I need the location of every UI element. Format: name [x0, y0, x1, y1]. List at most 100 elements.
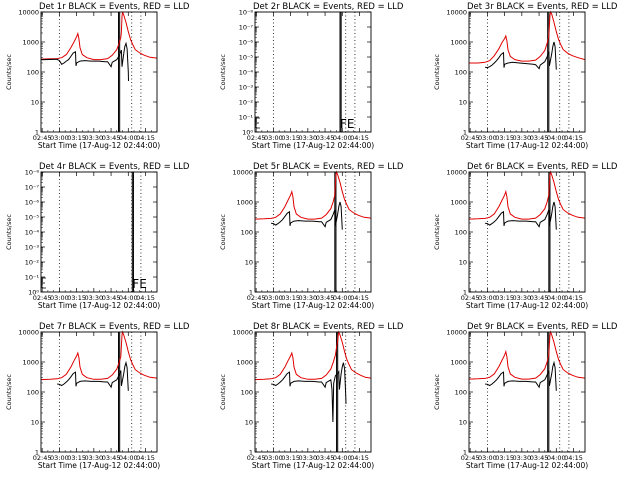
panel-7-xtick-label: 03:45 [102, 454, 121, 462]
panel-5-ytick-label: 1000 [236, 198, 253, 206]
panel-5-ytick-label: 100 [241, 228, 253, 236]
panel-5-ytick-label: 10000 [232, 168, 253, 176]
panel-9-series-black-events [485, 360, 557, 391]
panel-1-ytick-label: 100 [27, 68, 39, 76]
panel-5-xtick-label: 04:15 [350, 294, 369, 302]
panel-9: Det 9r BLACK = Events, RED = LLD Counts/s… [433, 322, 618, 470]
panel-3-xtick-label: 04:00 [547, 134, 566, 142]
panel-1-ytick-label: 10 [31, 98, 39, 106]
panel-2-xtick-label: 03:15 [281, 134, 300, 142]
panel-2-ytick-label: 10⁻⁵ [239, 53, 254, 61]
panel-6-ytick-label: 100 [455, 228, 467, 236]
panel-9-xtick-label: 03:15 [495, 454, 514, 462]
panel-5-xtick-label: 03:45 [316, 294, 335, 302]
panel-8-ytick-label: 1 [249, 448, 253, 456]
panel-6-ytick-label: 10000 [446, 168, 467, 176]
panel-7-series-red-lld [40, 330, 158, 381]
panel-4-ytick-label: 10⁻⁷ [25, 183, 40, 191]
panel-6-xtick-label: 03:30 [512, 294, 531, 302]
panel-6-xtick-label: 03:00 [478, 294, 497, 302]
panel-8-xtick-label: 02:45 [247, 454, 266, 462]
panel-3-ytick-label: 100 [455, 68, 467, 76]
panel-3-ytick-label: 10 [459, 98, 467, 106]
panel-9-ytick-label: 1000 [450, 358, 467, 366]
panel-2-ytick-label: 10⁻¹ [239, 113, 254, 121]
panel-7: Det 7r BLACK = Events, RED = LLD Counts/s… [5, 322, 190, 470]
panel-6-xlabel: Start Time (17-Aug-12 02:44:00) [466, 301, 588, 310]
panel-9-xtick-label: 02:45 [461, 454, 480, 462]
panel-4-ytick-label: 10⁻⁴ [25, 228, 40, 236]
panel-7-xtick-label: 04:15 [136, 454, 155, 462]
panel-3-ytick-label: 10000 [446, 8, 467, 16]
panel-4-ytick-label: 10⁻⁸ [25, 168, 40, 176]
panel-1-xtick-label: 04:15 [136, 134, 155, 142]
panel-3-ytick-label: 1 [463, 128, 467, 136]
panel-3-ytick-label: 1000 [450, 38, 467, 46]
panel-8-xtick-label: 03:45 [316, 454, 335, 462]
panel-7-title: Det 7r BLACK = Events, RED = LLD [39, 322, 190, 332]
panel-9-ytick-label: 10 [459, 418, 467, 426]
panel-1: Det 1r BLACK = Events, RED = LLD Counts/s… [5, 2, 190, 150]
panel-7-frame [40, 331, 158, 453]
panel-1-series-black-events [40, 41, 129, 82]
panel-4-xtick-label: 04:15 [136, 294, 155, 302]
panel-9-xtick-label: 04:15 [564, 454, 583, 462]
panel-7-xtick-label: 03:30 [84, 454, 103, 462]
panel-6-xtick-label: 03:15 [495, 294, 514, 302]
panel-7-ytick-label: 1000 [22, 358, 39, 366]
panel-1-xtick-label: 03:15 [67, 134, 86, 142]
panel-5-xtick-label: 03:30 [298, 294, 317, 302]
panel-2-ytick-label: 10⁻⁷ [239, 23, 254, 31]
panel-8-xtick-label: 03:15 [281, 454, 300, 462]
panel-3-xtick-label: 04:15 [564, 134, 583, 142]
panel-3-xtick-label: 03:45 [530, 134, 549, 142]
panel-6-ytick-label: 10 [459, 258, 467, 266]
panel-2-ytick-label: 10⁻⁸ [239, 8, 254, 16]
panel-4-xtick-label: 03:45 [102, 294, 121, 302]
panel-9-xtick-label: 03:30 [512, 454, 531, 462]
panel-1-xlabel: Start Time (17-Aug-12 02:44:00) [38, 141, 160, 150]
panel-2-xtick-label: 03:45 [316, 134, 335, 142]
panel-6: Det 6r BLACK = Events, RED = LLD Counts/s… [433, 162, 618, 310]
panel-5-frame [254, 171, 372, 293]
panel-5-ylabel: Counts/sec [219, 214, 227, 250]
panel-8-series-black-events [271, 362, 347, 423]
panel-6-xtick-label: 02:45 [461, 294, 480, 302]
panel-9-title: Det 9r BLACK = Events, RED = LLD [467, 322, 618, 332]
panel-6-ytick-label: 1000 [450, 198, 467, 206]
panel-1-title: Det 1r BLACK = Events, RED = LLD [39, 2, 190, 12]
panel-9-ytick-label: 100 [455, 388, 467, 396]
panel-1-xtick-label: 03:45 [102, 134, 121, 142]
panel-6-xtick-label: 03:45 [530, 294, 549, 302]
panel-9-frame [468, 331, 586, 453]
panel-8-title: Det 8r BLACK = Events, RED = LLD [253, 322, 404, 332]
panel-6-series-red-lld [468, 170, 586, 220]
panel-9-xlabel: Start Time (17-Aug-12 02:44:00) [466, 461, 588, 470]
panel-8-series-red-lld [254, 330, 372, 381]
panel-8-ylabel: Counts/sec [219, 374, 227, 410]
panel-3-xlabel: Start Time (17-Aug-12 02:44:00) [466, 141, 588, 150]
panel-6-series-black-events [485, 201, 557, 230]
panel-3-title: Det 3r BLACK = Events, RED = LLD [467, 2, 618, 12]
panel-4-frame [40, 171, 158, 293]
panel-7-ytick-label: 10 [31, 418, 39, 426]
panel-3-ylabel: Counts/sec [433, 54, 441, 90]
panel-4-ytick-label: 10⁻⁶ [25, 198, 40, 206]
panel-2-xtick-label: 04:15 [350, 134, 369, 142]
panel-2-ytick-label: 10⁰ [242, 128, 253, 136]
panel-4-ytick-label: 10⁻⁵ [25, 213, 40, 221]
panel-1-ylabel: Counts/sec [5, 54, 13, 90]
panel-8-frame [254, 331, 372, 453]
panel-7-ytick-label: 10000 [18, 328, 39, 336]
panel-9-xtick-label: 03:00 [478, 454, 497, 462]
panel-7-ylabel: Counts/sec [5, 374, 13, 410]
panel-2-ytick-label: 10⁻³ [239, 83, 254, 91]
panel-4-xlabel: Start Time (17-Aug-12 02:44:00) [38, 301, 160, 310]
panel-1-ytick-label: 1000 [22, 38, 39, 46]
panel-6-xtick-label: 04:00 [547, 294, 566, 302]
panel-4-ytick-label: 10⁰ [28, 288, 39, 296]
panel-2-xtick-label: 04:00 [333, 134, 352, 142]
panel-5-ytick-label: 1 [249, 288, 253, 296]
panel-1-xtick-label: 03:00 [50, 134, 69, 142]
panel-7-xtick-label: 03:15 [67, 454, 86, 462]
